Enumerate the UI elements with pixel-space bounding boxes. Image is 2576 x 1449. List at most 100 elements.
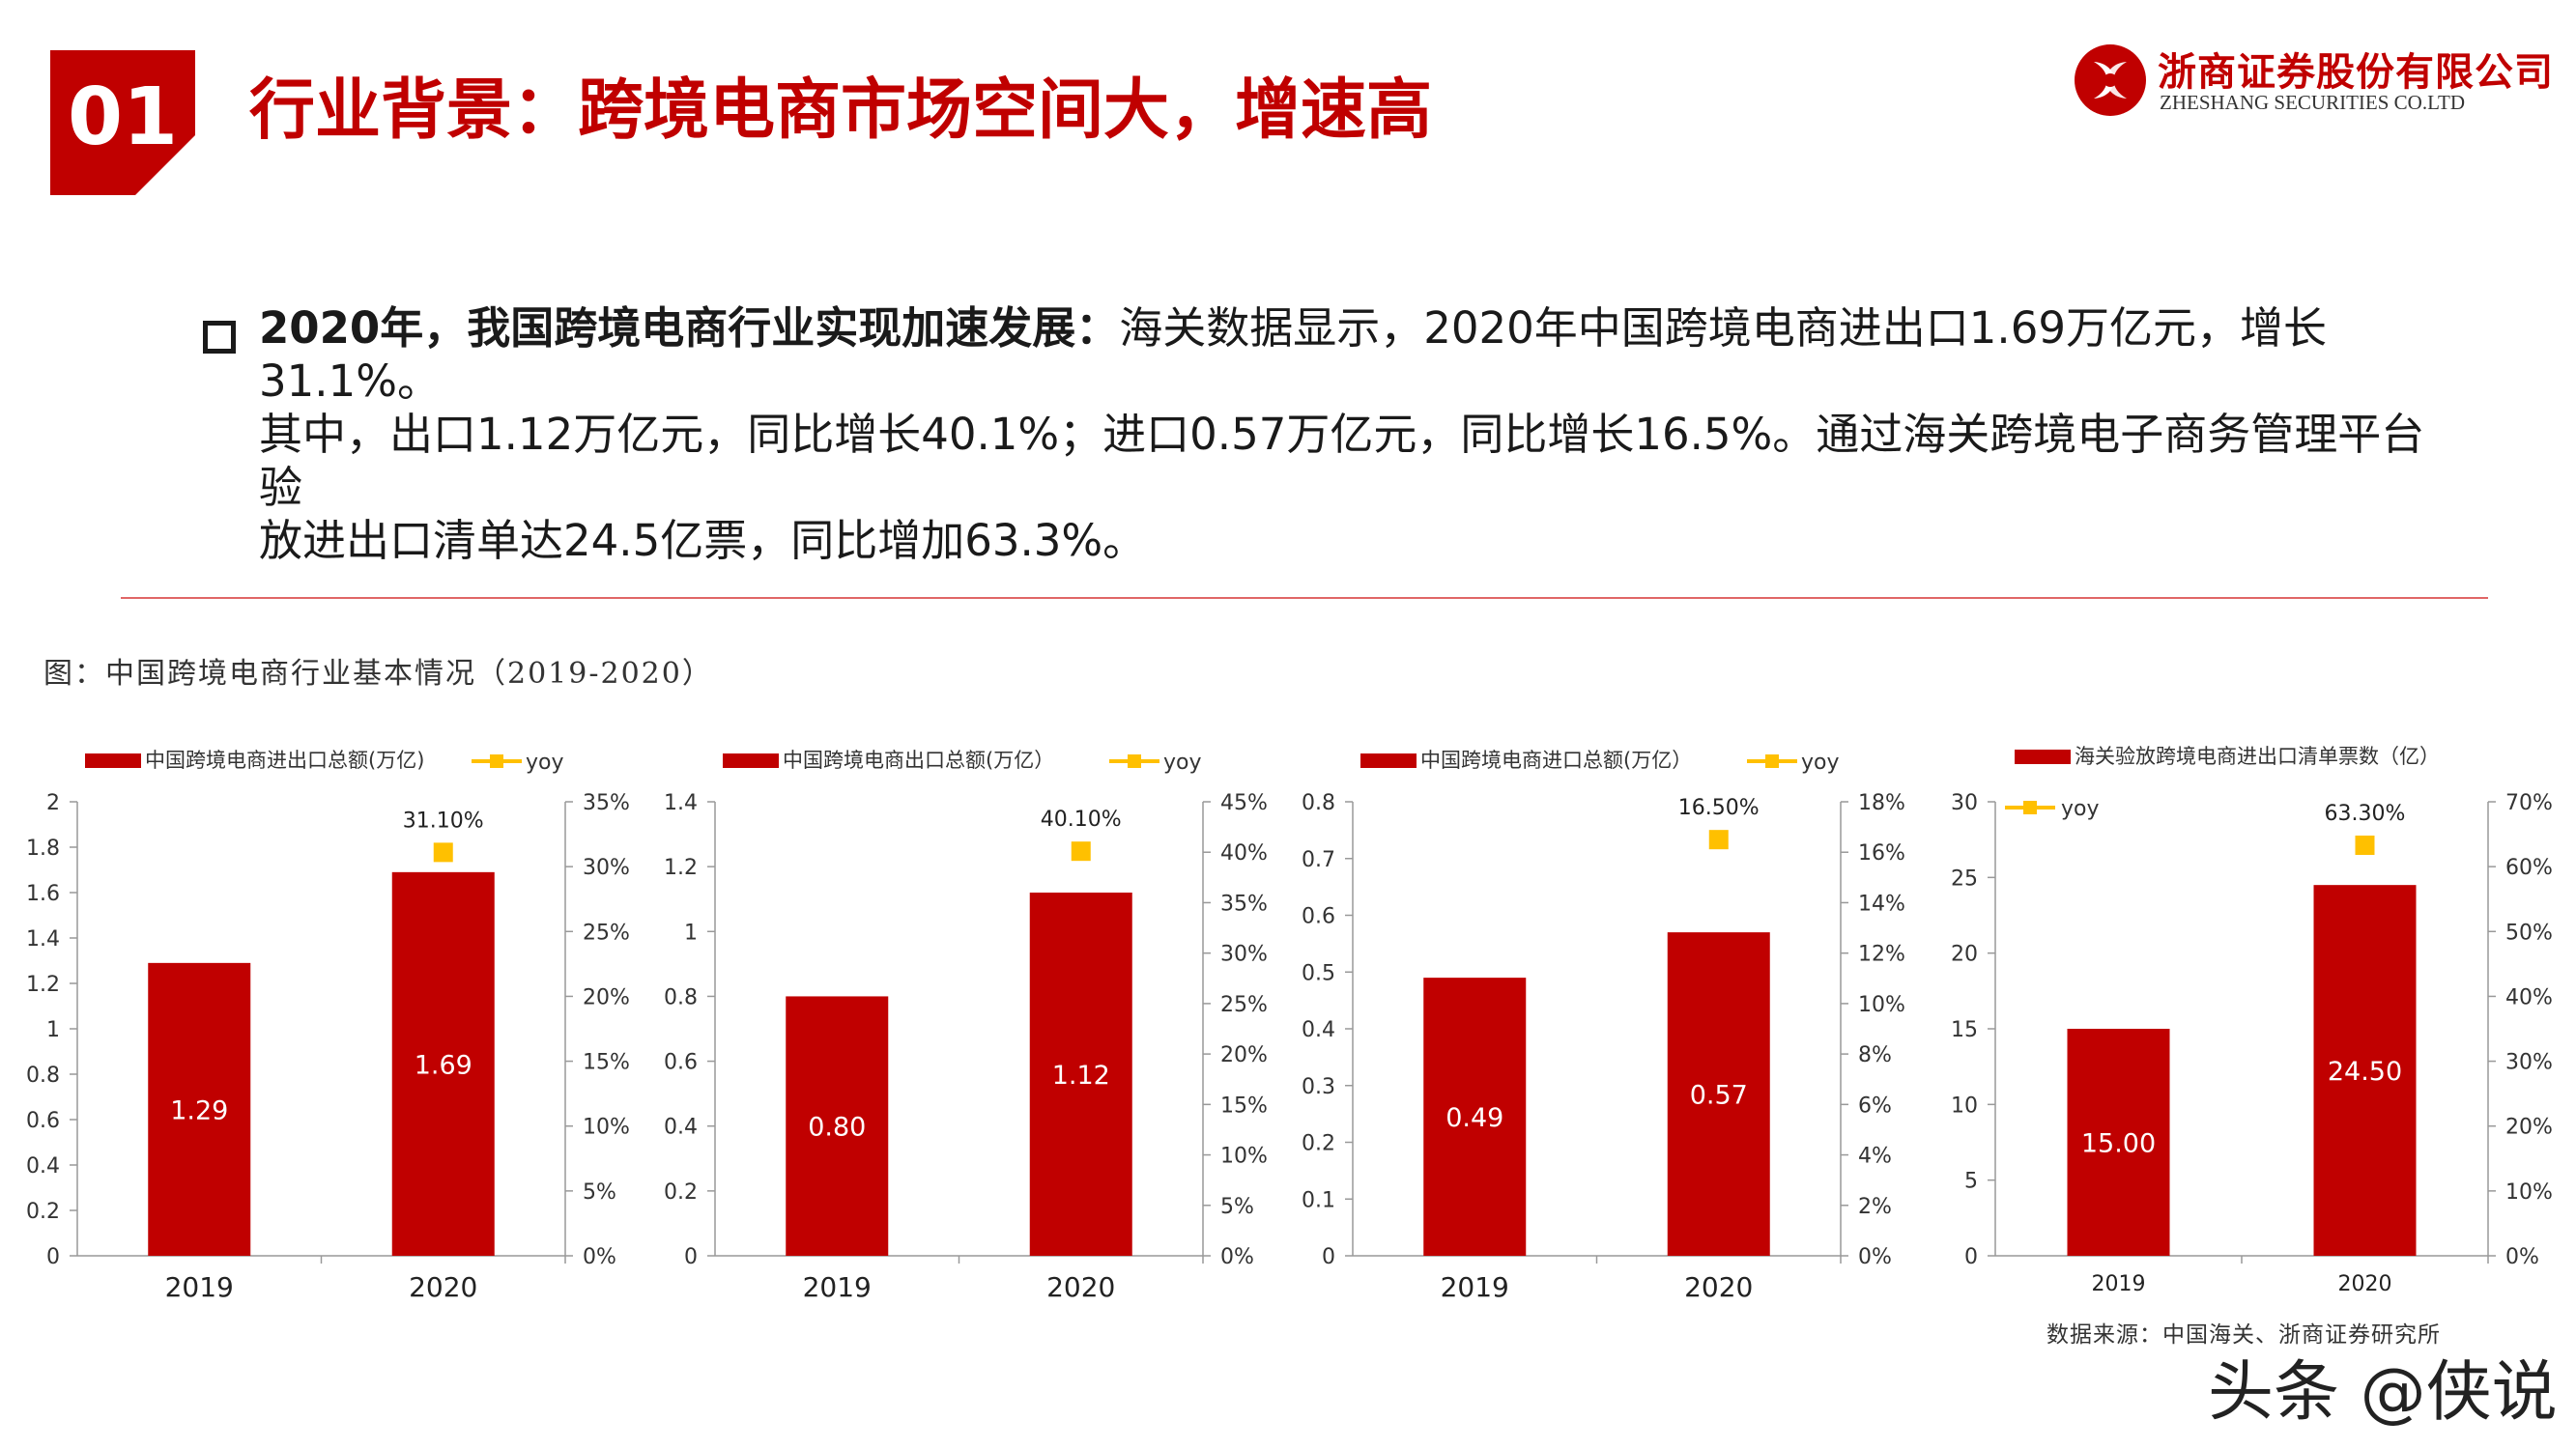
y2-tick-label: 35% [1220,892,1268,916]
legend-yoy-marker [1128,754,1141,768]
yoy-marker [2355,835,2375,855]
y2-tick-label: 40% [1220,841,1268,866]
y2-tick-label: 2% [1858,1195,1892,1219]
bar-value-label: 0.57 [1690,1081,1748,1111]
x-tick-label: 2019 [165,1271,234,1303]
bar [786,996,889,1256]
figure-caption: 图：中国跨境电商行业基本情况（2019-2020） [43,657,713,691]
legend-yoy-marker [490,754,503,768]
page-title: 行业背景：跨境电商市场空间大，增速高 [249,72,1433,149]
bullet-paragraph: 2020年，我国跨境电商行业实现加速发展：海关数据显示，2020年中国跨境电商进… [259,301,2452,567]
bullet-square-icon [203,321,236,354]
y-tick-label: 0.8 [664,985,698,1009]
bar [1667,932,1770,1256]
y2-tick-label: 4% [1858,1145,1892,1169]
y-tick-label: 1.2 [664,856,698,880]
legend-yoy-marker [1765,754,1779,768]
y2-tick-label: 30% [2505,1051,2553,1075]
y-tick-label: 0 [684,1245,698,1269]
y-tick-label: 0.3 [1302,1075,1335,1099]
bar [1029,893,1132,1256]
bullet-text-line3: 放进出口清单达24.5亿票，同比增加63.3%。 [259,515,1147,566]
legend-bar-label: 中国跨境电商出口总额(万亿） [783,749,1054,772]
y2-tick-label: 18% [1858,791,1905,815]
section-box-corner [135,135,195,195]
y2-tick-label: 16% [1858,841,1905,866]
y2-tick-label: 20% [1220,1043,1268,1067]
x-tick-label: 2020 [409,1271,477,1303]
y2-tick-label: 14% [1858,892,1905,916]
y-tick-label: 0.8 [26,1064,60,1088]
yoy-value-label: 31.10% [403,809,484,833]
chart-import-total: 中国跨境电商进口总额(万亿） yoy 0 0.1 0.2 0.3 0.4 0.5 0.6 0.7 0… [1302,749,1905,1303]
y-tick-label: 1.8 [26,837,60,861]
bar-value-label: 0.80 [808,1113,866,1143]
legend-bar-swatch [2015,750,2071,764]
section-divider [121,597,2488,599]
bar-value-label: 1.12 [1052,1061,1110,1091]
logo-chinese-name: 浙商证券股份有限公司 [2158,49,2554,95]
y2-tick-label: 35% [583,791,630,815]
y-tick-label: 20 [1951,943,1978,967]
y-tick-label: 0.8 [1302,791,1335,815]
yoy-value-label: 40.10% [1041,808,1122,832]
legend-yoy-label: yoy [1163,751,1202,775]
y-tick-label: 0.4 [1302,1018,1335,1042]
legend-bar-label: 海关验放跨境电商进出口清单票数（亿） [2075,745,2440,768]
bullet-text-line1: 海关数据显示，2020年中国跨境电商进出口1.69万亿元，增长31.1%。 [259,302,2327,407]
x-tick-label: 2020 [2338,1272,2392,1296]
legend-bar-swatch [1360,753,1417,768]
yoy-marker [1071,841,1091,862]
y-tick-label: 15 [1951,1018,1978,1042]
y-tick-label: 2 [46,791,60,815]
bar-value-label: 0.49 [1445,1103,1503,1133]
y2-tick-label: 25% [1220,993,1268,1017]
yoy-value-label: 63.30% [2325,802,2406,826]
y2-tick-label: 20% [583,985,630,1009]
y2-tick-label: 70% [2505,791,2553,815]
y-tick-label: 0 [1322,1245,1335,1269]
company-logo: 浙商证券股份有限公司 ZHESHANG SECURITIES CO.LTD [2073,37,2553,124]
legend-yoy-label: yoy [1801,751,1840,775]
bar-value-label: 1.29 [170,1095,228,1125]
y2-tick-label: 20% [2505,1116,2553,1140]
legend-yoy-label: yoy [526,751,564,775]
y-tick-label: 30 [1951,791,1978,815]
yoy-marker [1708,830,1729,850]
watermark-text: 头条 @侠说 [2208,1354,2558,1431]
y-tick-label: 0.5 [1302,961,1335,985]
y-tick-label: 0.6 [664,1051,698,1075]
y2-tick-label: 0% [1220,1245,1254,1269]
y2-tick-label: 30% [1220,943,1268,967]
chart-import-export-total: 中国跨境电商进出口总额(万亿) yoy 0 0.2 0.4 0.6 0.8 1 1.2 1.4 1.… [26,749,630,1303]
y-tick-label: 0.1 [1302,1188,1335,1212]
y2-tick-label: 30% [583,856,630,880]
y2-tick-label: 40% [2505,985,2553,1009]
y-tick-label: 0 [46,1245,60,1269]
bullet-bold-lead: 2020年，我国跨境电商行业实现加速发展： [259,302,1120,354]
legend-bar-label: 中国跨境电商进出口总额(万亿) [145,749,424,772]
y2-tick-label: 0% [583,1245,616,1269]
legend-yoy-label: yoy [2061,797,2100,821]
legend-bar-swatch [85,753,141,768]
bullet-text-line2: 其中，出口1.12万亿元，同比增长40.1%；进口0.57万亿元，同比增长16.… [259,409,2425,513]
y-tick-label: 0.6 [1302,905,1335,929]
chart-export-total: 中国跨境电商出口总额(万亿） yoy 0 0.2 0.4 0.6 0.8 1 1.2 1.4 0% 5… [664,749,1268,1303]
charts-container: 中国跨境电商进出口总额(万亿) yoy 0 0.2 0.4 0.6 0.8 1 1.2 1.4 1.… [0,715,2576,1352]
y2-tick-label: 45% [1220,791,1268,815]
y-tick-label: 0 [1964,1245,1978,1269]
legend-bar-swatch [723,753,779,768]
zheshang-logo-icon [2075,44,2146,116]
y-tick-label: 25 [1951,867,1978,891]
y2-tick-label: 10% [2505,1180,2553,1205]
yoy-marker [433,842,453,863]
bar-value-label: 1.69 [415,1050,472,1080]
y2-tick-label: 5% [1220,1195,1254,1219]
y-tick-label: 0.4 [664,1116,698,1140]
y2-tick-label: 12% [1858,943,1905,967]
bar [1423,978,1527,1256]
y2-tick-label: 25% [583,921,630,945]
y-tick-label: 1.4 [664,791,698,815]
bar-value-label: 24.50 [2328,1057,2402,1087]
y2-tick-label: 8% [1858,1043,1892,1067]
